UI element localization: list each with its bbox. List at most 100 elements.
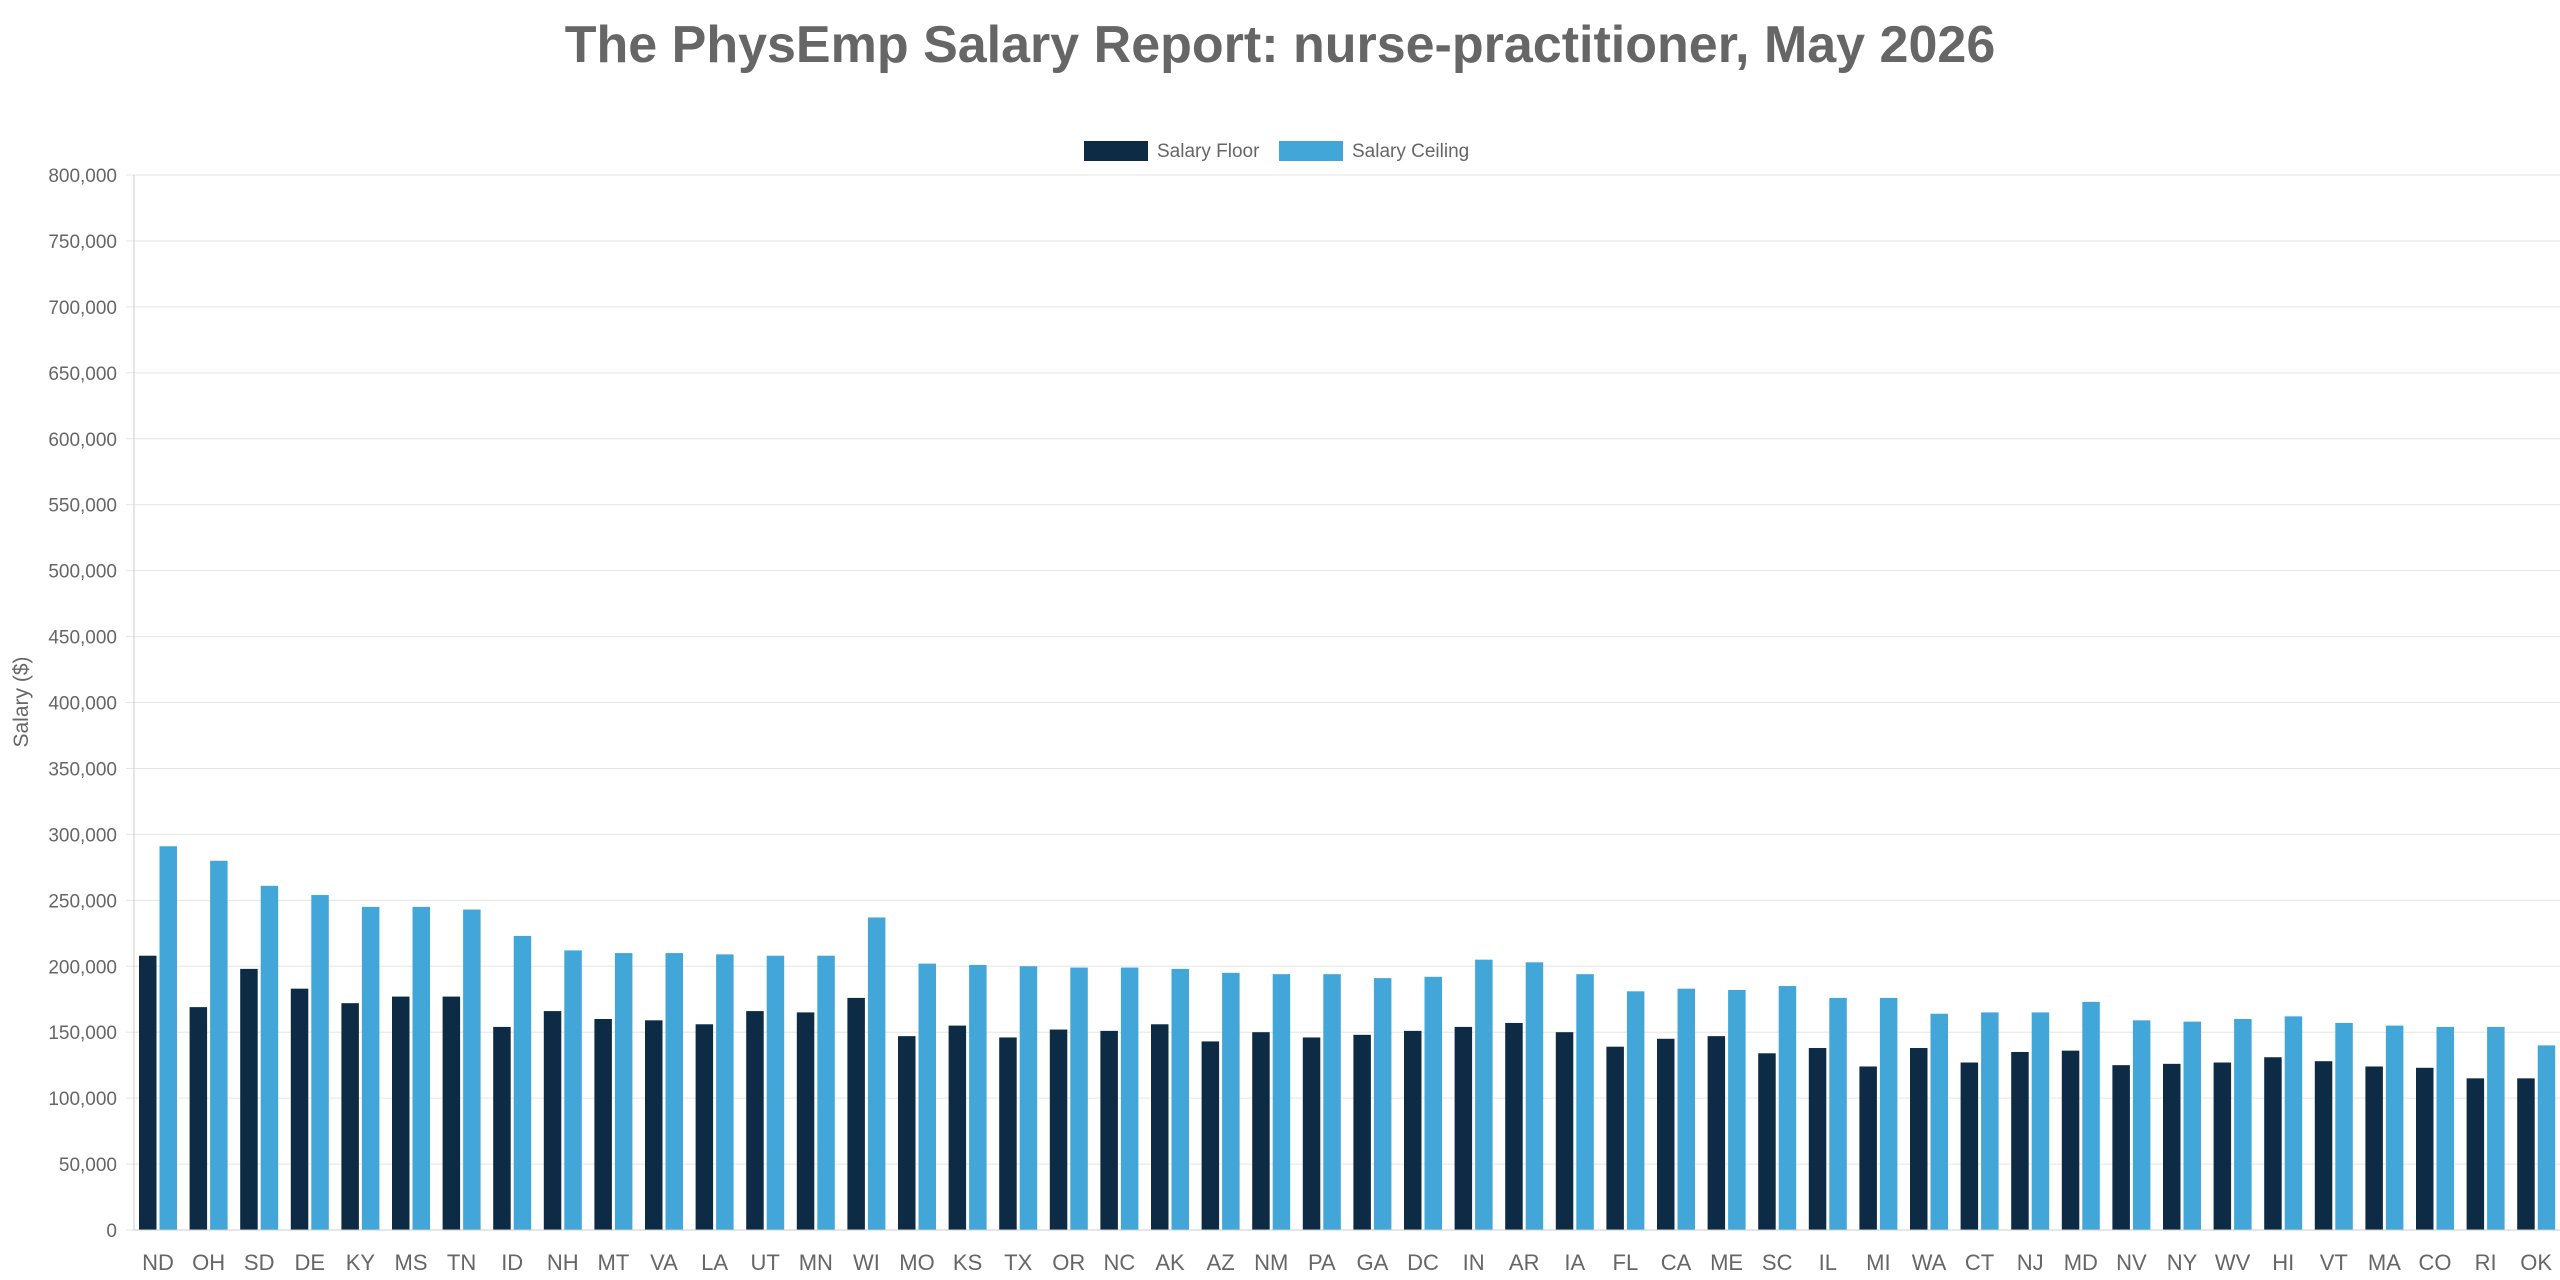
bar-salary-ceiling[interactable]: [1829, 997, 1847, 1230]
bar-salary-floor[interactable]: [948, 1025, 967, 1230]
bar-salary-floor[interactable]: [1454, 1026, 1473, 1230]
bar-salary-ceiling[interactable]: [2234, 1019, 2252, 1230]
bar-salary-ceiling[interactable]: [766, 955, 785, 1230]
bar-salary-floor[interactable]: [847, 997, 865, 1230]
bar-salary-floor[interactable]: [1100, 1030, 1118, 1230]
bar-salary-ceiling[interactable]: [361, 906, 380, 1230]
bar-salary-ceiling[interactable]: [817, 955, 835, 1230]
bar-salary-floor[interactable]: [1606, 1046, 1624, 1230]
bar-salary-ceiling[interactable]: [716, 954, 734, 1230]
bar-salary-ceiling[interactable]: [918, 963, 937, 1230]
bar-salary-floor[interactable]: [1151, 1024, 1169, 1230]
bar-salary-floor[interactable]: [2011, 1051, 2029, 1230]
legend[interactable]: Salary Floor Salary Ceiling: [1084, 141, 1469, 162]
bar-salary-floor[interactable]: [442, 996, 461, 1230]
bar-salary-floor[interactable]: [1859, 1066, 1877, 1230]
bar-salary-ceiling[interactable]: [412, 906, 431, 1230]
bar-salary-ceiling[interactable]: [2436, 1026, 2455, 1230]
bar-salary-floor[interactable]: [341, 1003, 359, 1230]
bar-salary-floor[interactable]: [2163, 1063, 2181, 1230]
bar-salary-ceiling[interactable]: [260, 885, 279, 1230]
bar-salary-floor[interactable]: [1707, 1036, 1726, 1230]
bar-salary-ceiling[interactable]: [564, 950, 582, 1230]
bar-salary-floor[interactable]: [2466, 1078, 2485, 1230]
bar-salary-floor[interactable]: [594, 1019, 612, 1230]
bar-salary-ceiling[interactable]: [1677, 988, 1696, 1230]
bar-salary-ceiling[interactable]: [1171, 968, 1190, 1230]
bar-salary-ceiling[interactable]: [1626, 991, 1645, 1230]
bar-salary-ceiling[interactable]: [311, 895, 329, 1230]
bar-salary-floor[interactable]: [746, 1011, 764, 1230]
bar-salary-floor[interactable]: [999, 1037, 1017, 1230]
bar-salary-floor[interactable]: [2112, 1065, 2130, 1230]
bar-salary-floor[interactable]: [2314, 1061, 2333, 1230]
bar-salary-floor[interactable]: [1049, 1029, 1068, 1230]
bar-salary-floor[interactable]: [645, 1020, 663, 1230]
bar-salary-ceiling[interactable]: [2031, 1012, 2050, 1230]
bar-salary-ceiling[interactable]: [1728, 989, 1746, 1230]
bar-salary-floor[interactable]: [493, 1026, 511, 1230]
bar-salary-floor[interactable]: [2416, 1067, 2434, 1230]
bar-salary-ceiling[interactable]: [1981, 1012, 1999, 1230]
bar-salary-floor[interactable]: [1808, 1048, 1827, 1230]
bar-salary-ceiling[interactable]: [1576, 974, 1594, 1230]
bar-salary-ceiling[interactable]: [1525, 962, 1544, 1230]
bar-salary-floor[interactable]: [1201, 1041, 1220, 1230]
bar-salary-floor[interactable]: [1910, 1048, 1928, 1230]
bar-salary-ceiling[interactable]: [463, 909, 481, 1230]
bar-salary-ceiling[interactable]: [1475, 959, 1493, 1230]
bar-salary-floor[interactable]: [543, 1011, 562, 1230]
legend-swatch: [1084, 141, 1148, 161]
bar-salary-ceiling[interactable]: [1323, 974, 1341, 1230]
bar-salary-floor[interactable]: [2517, 1078, 2535, 1230]
bar-salary-ceiling[interactable]: [1070, 967, 1088, 1230]
bar-salary-ceiling[interactable]: [1019, 966, 1038, 1230]
bar-salary-floor[interactable]: [1657, 1038, 1675, 1230]
bar-salary-ceiling[interactable]: [2537, 1045, 2556, 1230]
bar-salary-floor[interactable]: [2061, 1050, 2080, 1230]
bar-salary-floor[interactable]: [290, 988, 309, 1230]
bar-salary-ceiling[interactable]: [159, 846, 178, 1230]
bar-salary-floor[interactable]: [695, 1024, 714, 1230]
bar-salary-ceiling[interactable]: [2082, 1001, 2100, 1230]
bar-salary-floor[interactable]: [1555, 1032, 1574, 1230]
bar-salary-floor[interactable]: [1302, 1037, 1321, 1230]
x-tick-label: DC: [1407, 1250, 1439, 1275]
bar-salary-ceiling[interactable]: [1778, 986, 1797, 1230]
bar-salary-floor[interactable]: [898, 1036, 916, 1230]
bar-salary-floor[interactable]: [1252, 1032, 1270, 1230]
bar-salary-floor[interactable]: [240, 968, 258, 1230]
bar-salary-ceiling[interactable]: [614, 953, 633, 1230]
bar-salary-ceiling[interactable]: [1272, 974, 1291, 1230]
bar-salary-ceiling[interactable]: [867, 917, 886, 1230]
bar-salary-ceiling[interactable]: [1879, 997, 1898, 1230]
bar-salary-floor[interactable]: [1505, 1022, 1523, 1230]
bar-salary-floor[interactable]: [1960, 1062, 1979, 1230]
bar-salary-ceiling[interactable]: [2132, 1020, 2151, 1230]
bar-salary-floor[interactable]: [2365, 1066, 2383, 1230]
bar-salary-ceiling[interactable]: [2385, 1025, 2404, 1230]
bar-salary-ceiling[interactable]: [1424, 976, 1443, 1230]
bar-salary-ceiling[interactable]: [513, 935, 532, 1230]
bar-salary-floor[interactable]: [392, 996, 410, 1230]
bar-salary-ceiling[interactable]: [2183, 1021, 2202, 1230]
bar-salary-floor[interactable]: [2213, 1062, 2232, 1230]
bar-salary-ceiling[interactable]: [1373, 978, 1392, 1230]
bar-salary-floor[interactable]: [1404, 1030, 1422, 1230]
bar-salary-ceiling[interactable]: [969, 964, 987, 1230]
bar-salary-floor[interactable]: [189, 1007, 208, 1230]
bar-salary-floor[interactable]: [139, 955, 157, 1230]
bar-salary-ceiling[interactable]: [1120, 967, 1139, 1230]
bar-salary-ceiling[interactable]: [665, 953, 684, 1230]
bar-salary-floor[interactable]: [796, 1012, 815, 1230]
bar-salary-floor[interactable]: [1758, 1053, 1776, 1230]
bar-salary-floor[interactable]: [2264, 1057, 2282, 1230]
bar-salary-ceiling[interactable]: [2487, 1026, 2505, 1230]
bar-salary-ceiling[interactable]: [210, 860, 228, 1230]
x-tick-label: CT: [1965, 1250, 1994, 1275]
bar-salary-ceiling[interactable]: [2335, 1022, 2353, 1230]
bar-salary-ceiling[interactable]: [2284, 1016, 2303, 1230]
bar-salary-ceiling[interactable]: [1222, 972, 1240, 1230]
bar-salary-ceiling[interactable]: [1930, 1013, 1949, 1230]
bar-salary-floor[interactable]: [1353, 1034, 1371, 1230]
